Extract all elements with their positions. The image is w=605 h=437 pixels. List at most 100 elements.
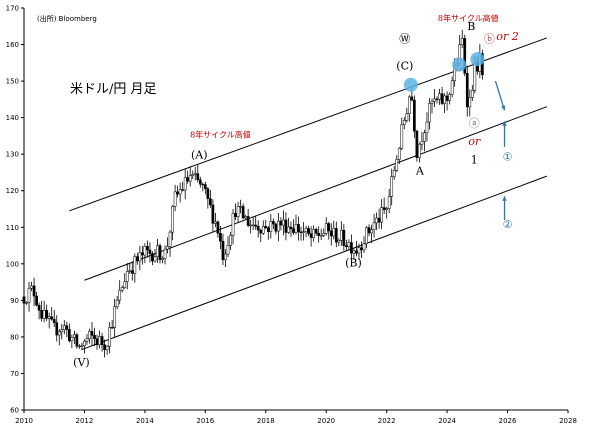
candle-body — [473, 62, 477, 91]
candle-body — [153, 256, 157, 262]
candle-body — [413, 99, 416, 132]
candle-body — [317, 232, 321, 236]
projection-arrow-shaft — [494, 80, 506, 111]
candle-body — [108, 327, 111, 347]
candle-body — [254, 224, 258, 227]
candle-body — [75, 334, 79, 347]
annotation-label: 8年サイクル高値 — [190, 130, 251, 140]
candle-body — [274, 223, 278, 232]
candle-body — [221, 240, 225, 260]
y-tick-label: 150 — [6, 78, 19, 86]
candle-body — [440, 93, 444, 104]
candle-body — [226, 245, 230, 255]
candle-body — [229, 235, 232, 246]
candle-body — [312, 228, 315, 238]
candle-body — [115, 299, 119, 307]
candle-body — [244, 216, 247, 219]
candle-body — [287, 226, 290, 233]
candle-body — [327, 223, 331, 232]
candle-body — [42, 310, 46, 319]
candle-body — [133, 256, 137, 274]
candle-body — [397, 148, 401, 160]
candle-body — [151, 253, 154, 262]
candle-body — [37, 304, 41, 311]
projection-arrow-head — [501, 105, 506, 111]
candle-body — [352, 250, 356, 254]
candle-body — [266, 227, 270, 232]
y-tick-label: 70 — [10, 370, 19, 378]
candle-body — [47, 316, 51, 319]
candle-body — [62, 325, 66, 330]
candle-body — [95, 338, 99, 346]
candle-body — [277, 220, 280, 232]
candle-body — [423, 132, 426, 142]
candle-body — [209, 198, 212, 206]
candle-body — [420, 141, 424, 145]
candle-body — [370, 229, 373, 234]
candle-body — [261, 226, 265, 234]
candle-body — [25, 302, 28, 304]
candle-body — [128, 270, 132, 272]
candle-body — [460, 38, 464, 46]
candle-body — [191, 174, 195, 176]
candle-body — [110, 327, 114, 329]
annotation-label: or — [468, 135, 481, 148]
highlight-point — [470, 52, 485, 67]
candle-body — [88, 331, 91, 339]
candle-body — [465, 73, 469, 108]
candle-body — [357, 247, 361, 254]
candle-body — [156, 245, 159, 258]
projection-arrows — [494, 80, 507, 220]
candle-body — [362, 243, 366, 251]
annotation-label: 8年サイクル高値 — [438, 13, 499, 23]
candle-body — [219, 233, 222, 242]
candle-body — [443, 95, 446, 104]
source-note: (出所) Bloomberg — [37, 14, 97, 23]
x-tick-label: 2016 — [196, 417, 214, 425]
x-tick-label: 2024 — [438, 417, 456, 425]
candle-body — [372, 222, 376, 230]
channel-line-lower — [81, 175, 548, 351]
candle-body — [430, 101, 434, 104]
annotation-label: A — [415, 165, 425, 178]
candle-body — [135, 256, 139, 262]
candle-body — [45, 310, 49, 319]
candle-body — [130, 270, 134, 274]
y-tick-label: 140 — [6, 114, 19, 122]
candle-body — [284, 219, 288, 233]
candle-body — [400, 124, 404, 149]
projection-arrow-head — [502, 196, 507, 201]
candle-body — [176, 191, 179, 195]
x-tick-label: 2020 — [317, 417, 335, 425]
candle-body — [73, 334, 76, 338]
candle-body — [314, 228, 318, 234]
candle-body — [405, 113, 409, 121]
highlight-circles — [403, 52, 485, 92]
x-ticks: 2010 2012 2014 2016 2018 2020 2022 2024 2026 2028 — [15, 410, 577, 425]
candle-body — [83, 340, 86, 347]
candle-body — [161, 258, 164, 260]
candle-body — [173, 191, 177, 207]
candle-body — [395, 159, 399, 171]
y-ticks: 60 70 80 90 100 110 120 130 140 150 160 170 — [6, 5, 24, 415]
x-tick-label: 2026 — [499, 417, 517, 425]
candle-body — [55, 322, 59, 336]
y-tick-label: 110 — [6, 224, 19, 232]
candle-body — [120, 287, 124, 291]
candle-body — [407, 96, 411, 114]
candle-body — [206, 188, 210, 199]
candle-body — [231, 212, 235, 236]
candle-body — [329, 230, 333, 237]
projection-arrow-head — [502, 121, 507, 126]
candle-body — [186, 177, 190, 182]
candle-body — [259, 229, 263, 234]
candle-body — [304, 228, 308, 233]
candle-body — [279, 220, 283, 226]
candle-body — [70, 337, 74, 342]
candle-body — [168, 231, 172, 247]
candle-body — [50, 316, 54, 320]
candle-body — [85, 338, 89, 342]
candle-body — [138, 252, 142, 262]
